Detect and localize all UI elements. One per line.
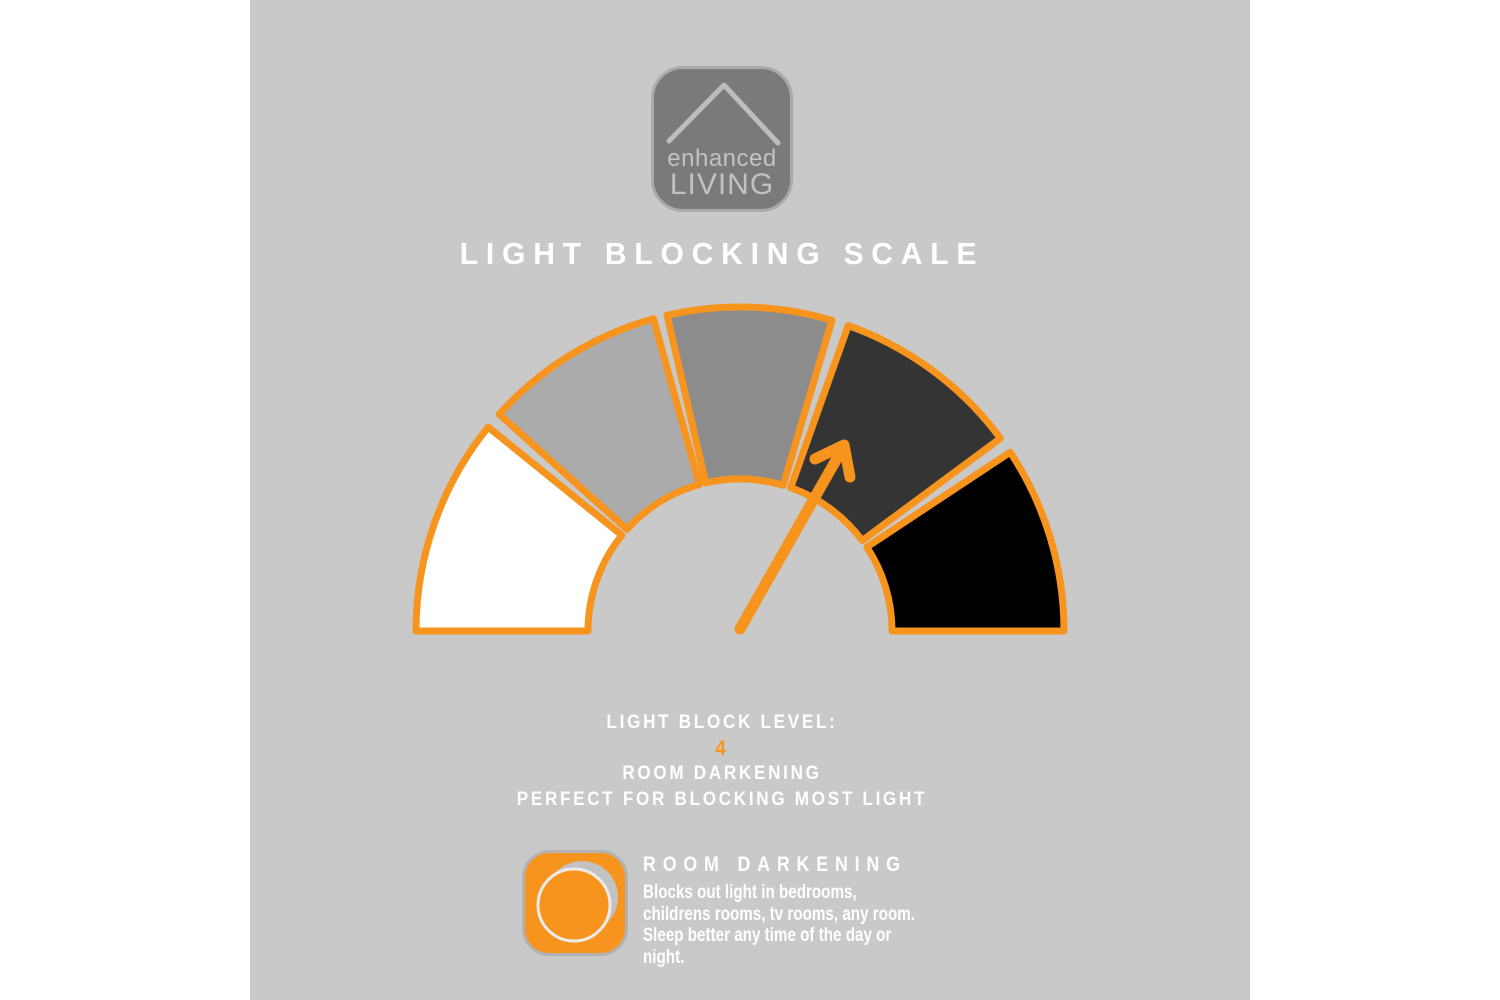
- gauge-segment-1: [412, 423, 626, 635]
- gauge-needle: [734, 440, 850, 635]
- light-blocking-gauge: [412, 303, 1068, 635]
- moon-icon: [536, 867, 612, 943]
- logo-wordmark-line1: enhanced: [667, 145, 777, 172]
- level-name: ROOM DARKENING: [622, 763, 822, 785]
- page-title: LIGHT BLOCKING SCALE: [459, 236, 985, 271]
- logo-wordmark: enhanced LIVING: [654, 145, 790, 201]
- info-heading: ROOM DARKENING: [643, 853, 907, 876]
- info-body: Blocks out light in bedrooms, childrens …: [643, 882, 915, 968]
- gauge-needle-arrowhead: [809, 439, 856, 483]
- infographic-canvas: enhanced LIVING LIGHT BLOCKING SCALE LIG…: [250, 0, 1250, 1000]
- level-summary: LIGHT BLOCK LEVEL: 4 ROOM DARKENING PERF…: [272, 710, 1172, 812]
- level-tagline: PERFECT FOR BLOCKING MOST LIGHT: [516, 788, 928, 810]
- gauge-segment-5: [863, 448, 1068, 635]
- room-darkening-icon: [522, 850, 628, 956]
- level-label: LIGHT BLOCK LEVEL:: [606, 712, 838, 733]
- logo-wordmark-line2: LIVING: [669, 168, 775, 201]
- info-body-line: childrens rooms, tv rooms, any room.: [643, 903, 915, 925]
- gauge-segment-2: [495, 315, 703, 533]
- info-body-line: night.: [643, 946, 685, 968]
- gauge-segment-3: [663, 303, 836, 489]
- brand-logo: enhanced LIVING: [651, 66, 793, 212]
- info-body-line: Blocks out light in bedrooms,: [643, 882, 857, 903]
- house-roof-icon: [666, 82, 781, 146]
- level-value: 4: [715, 736, 729, 760]
- info-body-line: Sleep better any time of the day or: [643, 925, 892, 946]
